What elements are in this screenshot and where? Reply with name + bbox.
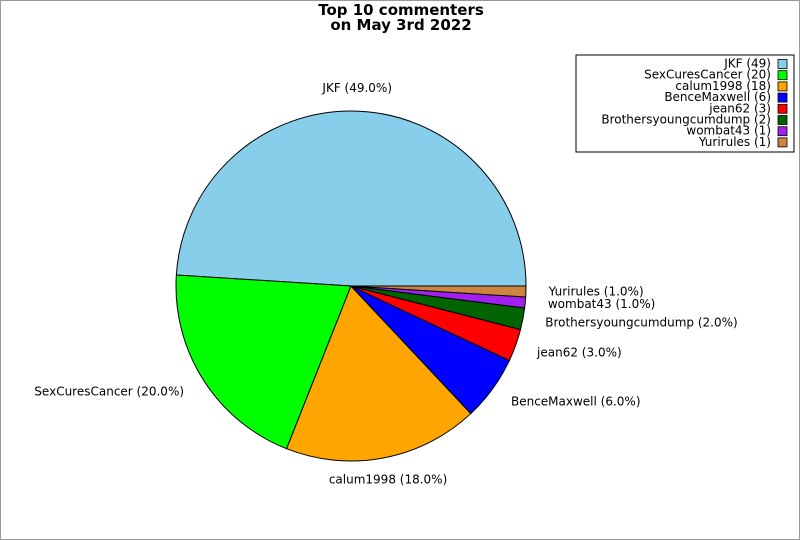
slice-label: Brothersyoungcumdump (2.0%) [545, 316, 737, 330]
chart-title: Top 10 commenters on May 3rd 2022 [318, 1, 484, 34]
legend-swatch [777, 59, 788, 69]
pie-slice [175, 110, 527, 287]
legend-swatch [777, 137, 788, 148]
legend-swatch [777, 115, 788, 125]
slice-label: SexCuresCancer (20.0%) [34, 384, 184, 398]
legend-label: SexCuresCancer (20) [644, 68, 771, 82]
legend-swatch [777, 92, 788, 103]
legend-label: jean62 (3) [708, 101, 771, 115]
slice-label: JKF (49.0%) [321, 81, 392, 95]
legend-swatch [777, 81, 788, 92]
legend-label: BenceMaxwell (6) [664, 90, 771, 104]
slice-label: Yurirules (1.0%) [548, 285, 644, 299]
legend-label: calum1998 (18) [675, 79, 771, 93]
legend-label: Brothersyoungcumdump (2) [601, 113, 771, 127]
slice-label: calum1998 (18.0%) [329, 473, 447, 487]
legend-label: wombat43 (1) [686, 124, 771, 138]
legend-swatch [777, 103, 788, 114]
pie-slice [285, 285, 472, 462]
pie-slice [350, 285, 527, 298]
slice-label: jean62 (3.0%) [536, 345, 622, 359]
legend-box [575, 54, 795, 153]
slice-label: wombat43 (1.0%) [548, 297, 655, 311]
legend-swatch [777, 126, 788, 137]
slice-label: BenceMaxwell (6.0%) [511, 395, 641, 409]
legend-label: Yurirules (1) [698, 135, 771, 149]
legend-swatch [777, 70, 788, 81]
pie-slice [175, 274, 352, 450]
legend-label: JKF (49) [723, 57, 771, 71]
